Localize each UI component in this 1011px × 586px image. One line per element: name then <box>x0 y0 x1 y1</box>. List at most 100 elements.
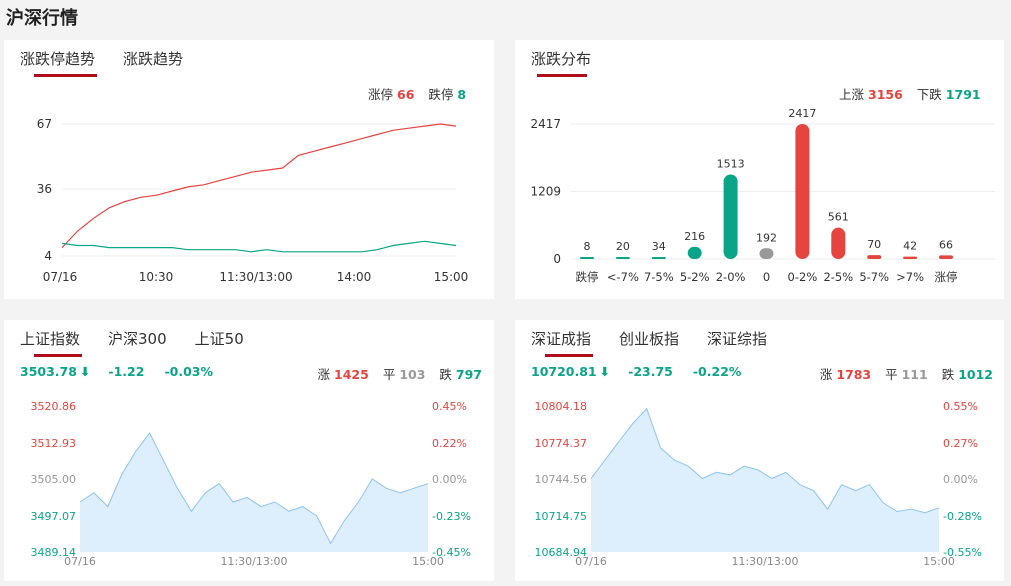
sz-index-change-pct: -0.22% <box>692 364 742 379</box>
y-tick-label: 4 <box>44 249 52 263</box>
tab-limit-trend[interactable]: 涨跌停趋势 <box>20 50 98 77</box>
right-pct-tick: 0.27% <box>943 437 978 450</box>
x-category-label: 2-5% <box>823 270 853 284</box>
index-area-fill <box>80 433 428 552</box>
limit-down-stat: 跌停 8 <box>428 87 467 102</box>
distribution-bar <box>580 257 594 259</box>
distribution-bar <box>867 255 882 259</box>
up-count-stat: 上涨 3156 <box>839 87 903 102</box>
limit-up-stat: 涨停 66 <box>368 87 415 102</box>
tab-sz-component[interactable]: 深证成指 <box>531 330 594 357</box>
x-category-label: 0 <box>763 270 770 284</box>
x-tick-label: 07/16 <box>64 555 96 568</box>
index-area-fill <box>591 408 939 552</box>
right-pct-tick: 0.22% <box>432 437 467 450</box>
tab-sse50[interactable]: 上证50 <box>194 330 244 348</box>
bar-value-label: 70 <box>867 238 881 251</box>
x-tick-label: 07/16 <box>43 270 78 284</box>
x-category-label: 0-2% <box>788 270 818 284</box>
distribution-bar <box>939 255 953 259</box>
y-tick-label: 2417 <box>530 117 561 131</box>
down-count-stat: 下跌 1791 <box>916 87 981 102</box>
right-pct-tick: -0.28% <box>943 510 982 523</box>
left-price-tick: 10774.37 <box>535 437 588 450</box>
arrow-down-icon: ⬇ <box>79 364 91 379</box>
left-price-tick: 10744.56 <box>535 473 588 486</box>
sh-index-chart: 3520.86 3512.93 3505.00 3497.07 3489.14 0.45%… <box>31 400 471 568</box>
tab-rise-fall-trend[interactable]: 涨跌趋势 <box>123 50 184 68</box>
x-category-label: 2-0% <box>716 270 746 284</box>
x-tick-label: 15:00 <box>412 555 444 568</box>
right-pct-tick: 0.00% <box>432 473 467 486</box>
sh-index-change: -1.22 <box>108 364 145 379</box>
limit-up-value: 66 <box>397 87 415 102</box>
sz-down-count: 1012 <box>958 367 993 382</box>
y-tick-label: 67 <box>37 117 52 131</box>
left-price-tick: 10804.18 <box>535 400 588 413</box>
sh-down-count: 797 <box>455 367 482 382</box>
right-pct-tick: -0.23% <box>432 510 471 523</box>
sh-index-quote: 3503.78 ⬇ -1.22 -0.03% 涨 1425 平 103 跌 797 <box>20 364 482 383</box>
tab-csi300[interactable]: 沪深300 <box>108 330 167 348</box>
x-category-label: 5-2% <box>680 270 710 284</box>
y-tick-label: 1209 <box>530 184 561 198</box>
left-price-tick: 10684.94 <box>535 546 588 559</box>
x-tick-label: 15:00 <box>923 555 955 568</box>
distribution-panel: 涨跌分布 上涨 3156 下跌 1791 2417 1209 0 8 跌停 20 <-7% 3… <box>515 40 1004 299</box>
left-price-tick: 3520.86 <box>31 400 77 413</box>
bar-value-label: 20 <box>616 240 630 253</box>
x-category-label: <-7% <box>607 270 639 284</box>
arrow-down-icon: ⬇ <box>599 364 611 379</box>
sz-index-change: -23.75 <box>628 364 673 379</box>
x-tick-label: 15:00 <box>434 270 469 284</box>
distribution-stats: 上涨 3156 下跌 1791 <box>839 84 981 103</box>
x-category-label: 涨停 <box>935 270 958 284</box>
tab-sz-composite[interactable]: 深证综指 <box>707 330 768 348</box>
distribution-bar <box>759 248 774 259</box>
bar-value-label: 1513 <box>717 157 745 170</box>
sh-index-breadth: 涨 1425 平 103 跌 797 <box>317 367 482 382</box>
distribution-tabs: 涨跌分布 <box>531 48 592 77</box>
limit-trend-panel: 涨跌停趋势 涨跌趋势 涨停 66 跌停 8 67 36 4 07/16 10:30 11:… <box>4 40 494 299</box>
x-category-label: 5-7% <box>859 270 889 284</box>
sh-index-panel: 上证指数 沪深300 上证50 3503.78 ⬇ -1.22 -0.03% 涨 … <box>4 320 494 581</box>
distribution-bar <box>687 246 702 259</box>
bar-value-label: 34 <box>652 240 666 253</box>
x-tick-label: 14:00 <box>337 270 372 284</box>
index-price-line <box>79 432 429 545</box>
limit-trend-chart: 67 36 4 07/16 10:30 11:30/13:00 14:00 15:00 <box>37 117 469 284</box>
sz-index-panel: 深证成指 创业板指 深证综指 10720.81 ⬇ -23.75 -0.22% 涨… <box>515 320 1004 581</box>
bar-value-label: 8 <box>584 240 591 253</box>
x-tick-label: 11:30/13:00 <box>219 270 292 284</box>
limit-trend-tabs: 涨跌停趋势 涨跌趋势 <box>20 48 184 77</box>
sz-index-chart: 10804.18 10774.37 10744.56 10714.75 10684.94… <box>535 400 982 568</box>
x-category-label: 跌停 <box>576 270 599 284</box>
left-price-tick: 10714.75 <box>535 510 588 523</box>
bar-value-label: 2417 <box>788 107 816 120</box>
x-category-label: 7-5% <box>644 270 674 284</box>
sh-index-price: 3503.78 ⬇ <box>20 364 91 379</box>
y-tick-label: 36 <box>37 182 52 196</box>
left-price-tick: 3512.93 <box>31 437 77 450</box>
sh-index-tabs: 上证指数 沪深300 上证50 <box>20 328 244 357</box>
right-pct-tick: 0.45% <box>432 400 467 413</box>
sz-flat-count: 111 <box>901 367 928 382</box>
tab-distribution[interactable]: 涨跌分布 <box>531 50 592 77</box>
right-pct-tick: 0.55% <box>943 400 978 413</box>
page-title: 沪深行情 <box>6 8 78 29</box>
x-tick-label: 10:30 <box>139 270 174 284</box>
limit-stats: 涨停 66 跌停 8 <box>368 84 466 103</box>
left-price-tick: 3497.07 <box>31 510 77 523</box>
y-tick-label: 0 <box>553 252 561 266</box>
up-count-value: 3156 <box>868 87 903 102</box>
limit-up-series-line <box>61 123 457 249</box>
x-category-label: >7% <box>896 270 924 284</box>
right-pct-tick: 0.00% <box>943 473 978 486</box>
left-price-tick: 3489.14 <box>31 546 77 559</box>
bar-value-label: 192 <box>756 231 777 244</box>
sz-index-tabs: 深证成指 创业板指 深证综指 <box>531 328 768 357</box>
tab-chinext[interactable]: 创业板指 <box>619 330 680 348</box>
tab-sh-composite[interactable]: 上证指数 <box>20 330 83 357</box>
x-tick-label: 07/16 <box>575 555 607 568</box>
sz-index-breadth: 涨 1783 平 111 跌 1012 <box>819 367 993 382</box>
